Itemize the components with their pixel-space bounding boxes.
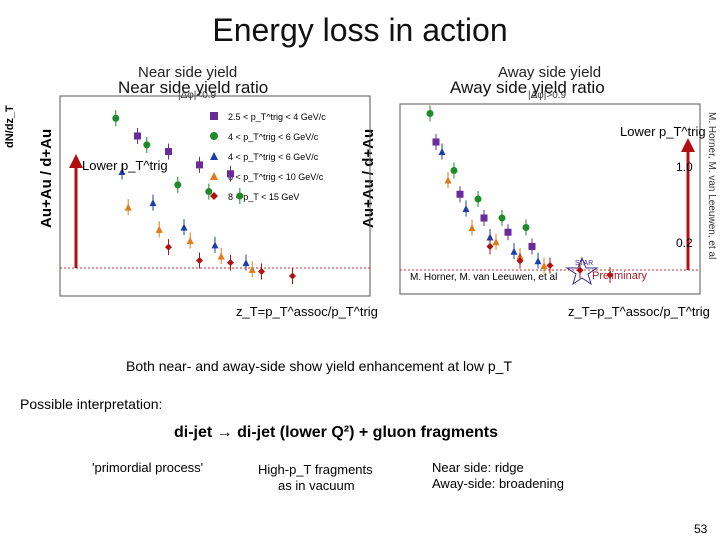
data-point [516, 257, 524, 265]
legend: 2.5 < p_T^trig < 4 GeV/c 4 < p_T^trig < 6… [210, 112, 326, 202]
data-point [227, 170, 234, 178]
away-data-marks [426, 105, 614, 283]
away-arrow-head [681, 138, 695, 152]
legend-label: 4 < p_T^trig < 6 GeV/c [228, 132, 319, 142]
data-point [504, 228, 512, 236]
data-point [149, 199, 157, 207]
legend-label: 6 < p_T^trig < 10 GeV/c [228, 172, 324, 182]
data-point [510, 247, 518, 255]
legend-marker [210, 172, 218, 180]
away-big-title: Away side yield ratio [450, 78, 605, 97]
data-point [498, 214, 506, 222]
data-point [432, 138, 440, 146]
data-point [180, 223, 188, 231]
interpretation-label: Possible interpretation: [20, 396, 163, 412]
slide-title: Energy loss in action [212, 12, 508, 48]
data-point [462, 205, 470, 212]
near-data-marks [112, 110, 296, 284]
primordial-text: 'primordial process' [92, 460, 204, 475]
data-point [606, 271, 614, 279]
data-point [426, 110, 434, 117]
away-plot-frame [399, 103, 701, 295]
data-point [165, 243, 172, 251]
data-point [540, 262, 548, 269]
legend-marker [210, 132, 218, 140]
data-point [474, 195, 482, 203]
near-arrow-head [69, 154, 83, 168]
data-point [456, 190, 464, 198]
near-side-text: Near side: ridge [432, 460, 524, 475]
data-point [486, 233, 494, 241]
vacuum-text: as in vacuum [278, 478, 355, 493]
data-point [118, 168, 126, 176]
data-point [217, 252, 225, 260]
side-credit: M. Horner, M. van Leeuwen, et al [706, 112, 717, 260]
away-small-title: Away side yield [498, 64, 602, 81]
near-big-title: Near side yield ratio [118, 78, 269, 97]
data-point [528, 243, 536, 250]
summary-text: Both near- and away-side show yield enha… [126, 358, 512, 374]
data-point [124, 203, 132, 211]
legend-marker [210, 192, 218, 200]
data-point [248, 265, 256, 273]
near-arrow-label: Lower p_T^trig [82, 158, 168, 173]
data-point [196, 256, 203, 264]
away-credit: M. Horner, M. van Leeuwen, et al [410, 272, 558, 283]
data-point [155, 225, 163, 233]
near-plot-frame [59, 95, 371, 297]
data-point [492, 238, 500, 246]
legend-label: 2.5 < p_T^trig < 4 GeV/c [228, 112, 326, 122]
formula-text: di-jet → di-jet (lower Q²) + gluon fragm… [174, 424, 499, 441]
away-xaxis-label: z_T=p_T^assoc/p_T^trig [568, 304, 710, 319]
data-point [289, 272, 296, 280]
data-point [534, 257, 542, 265]
data-point [143, 141, 151, 149]
data-point [227, 259, 234, 267]
away-label-0-2: 0.2 [676, 236, 693, 250]
data-point [546, 262, 554, 269]
star-logo-icon [565, 256, 599, 286]
data-point [438, 148, 446, 155]
data-point [258, 268, 265, 276]
away-side-text: Away-side: broadening [432, 476, 565, 491]
data-point [444, 176, 452, 184]
star-logo-text: STAR [575, 260, 594, 267]
data-point [205, 188, 213, 196]
data-point [450, 167, 458, 174]
legend-box [200, 104, 320, 208]
data-point [112, 114, 120, 122]
data-point [211, 241, 219, 249]
data-point [186, 236, 194, 244]
data-point [165, 148, 172, 156]
data-point [468, 224, 476, 231]
preliminary-label: Preliminary [592, 270, 648, 282]
away-cut-label: |Δφ|>0.9 [528, 90, 567, 101]
data-point [174, 181, 182, 189]
data-point [134, 132, 141, 140]
data-point [242, 259, 250, 267]
highpt-text: High-p_T fragments [258, 462, 373, 477]
page-number: 53 [694, 522, 708, 536]
data-point [522, 224, 530, 231]
away-arrow-label: Lower p_T^trig [620, 124, 706, 139]
near-xaxis-label: z_T=p_T^assoc/p_T^trig [236, 304, 378, 319]
legend-label: 8 < p_T < 15 GeV [228, 192, 299, 202]
near-small-title: Near side yield [138, 64, 238, 81]
legend-marker [210, 112, 218, 120]
legend-label: 4 < p_T^trig < 6 GeV/c [228, 152, 319, 162]
legend-marker [210, 152, 218, 160]
away-label-1-0: 1.0 [676, 160, 693, 174]
data-point [486, 243, 494, 250]
data-point [236, 192, 244, 200]
data-point [480, 214, 488, 222]
data-point [196, 161, 203, 169]
